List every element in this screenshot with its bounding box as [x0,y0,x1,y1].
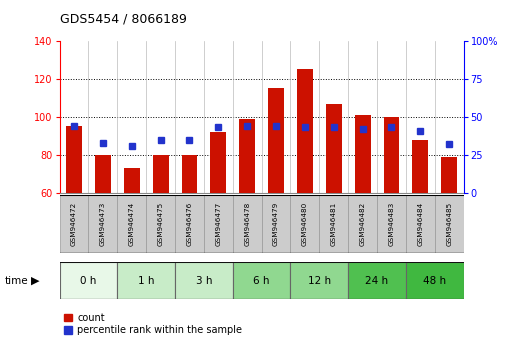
Text: 6 h: 6 h [253,275,270,286]
Bar [348,195,377,253]
Bar [175,262,233,299]
Text: GSM946481: GSM946481 [330,202,337,246]
Bar [319,195,348,253]
Bar [412,139,428,193]
Bar [326,103,342,193]
Text: GSM946480: GSM946480 [302,202,308,246]
Bar [441,157,457,193]
Bar [175,195,204,253]
Bar [406,262,464,299]
Bar [348,262,406,299]
Bar [268,88,284,193]
Text: GSM946483: GSM946483 [388,202,395,246]
Text: GDS5454 / 8066189: GDS5454 / 8066189 [60,13,186,26]
Text: 1 h: 1 h [138,275,154,286]
Bar [210,132,226,193]
Bar [383,117,399,193]
Bar [146,195,175,253]
Bar [95,155,111,193]
Text: 24 h: 24 h [366,275,388,286]
Bar [204,195,233,253]
Bar [66,126,82,193]
Bar [117,195,146,253]
Text: ▶: ▶ [31,275,39,286]
Text: GSM946472: GSM946472 [71,202,77,246]
Text: GSM946473: GSM946473 [100,202,106,246]
Text: GSM946476: GSM946476 [186,202,193,246]
Bar [181,155,197,193]
Bar [239,119,255,193]
Bar [262,195,291,253]
Text: GSM946485: GSM946485 [446,202,452,246]
Text: GSM946474: GSM946474 [128,202,135,246]
Bar [297,69,313,193]
Text: GSM946484: GSM946484 [418,202,423,246]
Legend: count, percentile rank within the sample: count, percentile rank within the sample [64,313,242,335]
Bar [291,262,348,299]
Text: 48 h: 48 h [423,275,447,286]
Bar [117,262,175,299]
Bar [377,195,406,253]
Bar [233,195,262,253]
Text: GSM946482: GSM946482 [359,202,366,246]
Bar [89,195,117,253]
Bar [60,262,117,299]
Text: 3 h: 3 h [196,275,212,286]
Text: GSM946479: GSM946479 [273,202,279,246]
Text: GSM946477: GSM946477 [215,202,221,246]
Bar [435,195,464,253]
Text: time: time [5,275,29,286]
Bar [153,155,168,193]
Text: 0 h: 0 h [80,275,97,286]
Bar [291,195,319,253]
Bar [233,262,291,299]
Bar [124,168,140,193]
Bar [60,195,89,253]
Text: 12 h: 12 h [308,275,331,286]
Text: GSM946478: GSM946478 [244,202,250,246]
Text: GSM946475: GSM946475 [157,202,164,246]
Bar [355,115,370,193]
Bar [406,195,435,253]
